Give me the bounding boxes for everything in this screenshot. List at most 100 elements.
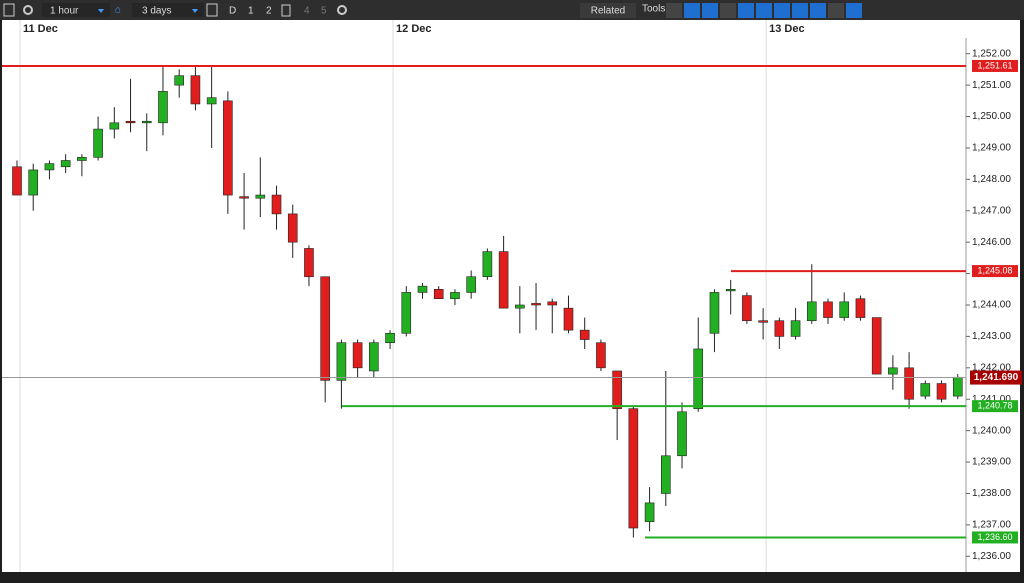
- level-label: 1,245.08: [977, 265, 1012, 275]
- candle-body: [482, 251, 493, 278]
- y-tick-label: 1,242.00: [972, 362, 1011, 373]
- candle-body: [158, 91, 168, 124]
- candle-body: [190, 75, 201, 105]
- interval-select[interactable]: [42, 3, 110, 17]
- candle-body: [385, 332, 395, 343]
- y-tick-label: 1,246.00: [972, 237, 1011, 248]
- calendar-icon[interactable]: [206, 3, 218, 17]
- level-label-box: [972, 400, 1018, 413]
- y-tick-label: 1,252.00: [972, 48, 1011, 59]
- settings-icon[interactable]: [23, 5, 33, 15]
- candle-body: [677, 411, 687, 457]
- toolbar-button[interactable]: 2: [266, 6, 272, 17]
- candle-body: [450, 292, 460, 300]
- toolbar-button[interactable]: D: [229, 6, 236, 17]
- tool-icon[interactable]: [774, 3, 790, 18]
- candle-body: [77, 157, 87, 161]
- candle-body: [660, 455, 671, 494]
- candle-body: [936, 383, 947, 400]
- settings-icon[interactable]: [337, 5, 347, 15]
- current-price-label: 1,241.690: [974, 372, 1019, 383]
- candle-body: [823, 301, 833, 318]
- candle-body: [693, 348, 704, 409]
- candle-body: [547, 301, 558, 306]
- range-select[interactable]: [132, 3, 204, 17]
- candle-body: [255, 194, 266, 199]
- candle-body: [433, 288, 444, 300]
- y-tick-label: 1,249.00: [972, 143, 1011, 154]
- dropdown-arrow: [192, 9, 198, 13]
- candle-body: [109, 122, 120, 130]
- y-tick-label: 1,248.00: [972, 174, 1011, 185]
- level-label: 1,251.61: [977, 60, 1012, 70]
- y-tick-label: 1,238.00: [972, 488, 1011, 499]
- dropdown-arrow: [98, 9, 104, 13]
- related-button[interactable]: [580, 3, 636, 18]
- menu-icon[interactable]: [3, 3, 15, 17]
- candle-body: [758, 320, 768, 323]
- candle-body: [709, 292, 720, 334]
- candle-body: [920, 383, 931, 397]
- candle-body: [579, 329, 590, 340]
- x-tick-label: 13 Dec: [769, 23, 804, 35]
- candle-body: [466, 276, 476, 293]
- y-tick-label: 1,241.00: [972, 394, 1011, 405]
- tool-icon[interactable]: [792, 3, 808, 18]
- candle-body: [223, 100, 233, 196]
- candle-body: [742, 295, 752, 322]
- lock-icon[interactable]: ⌂: [115, 5, 121, 16]
- tool-icon[interactable]: [828, 3, 844, 18]
- tool-icon[interactable]: [810, 3, 826, 18]
- tool-icon[interactable]: [738, 3, 754, 18]
- candle-body: [888, 367, 898, 375]
- candle-body: [774, 320, 785, 337]
- candle-body: [515, 304, 525, 309]
- y-tick-label: 1,243.00: [972, 331, 1011, 342]
- candle-body: [352, 342, 363, 369]
- tool-icon[interactable]: [702, 3, 718, 18]
- y-tick-label: 1,239.00: [972, 457, 1011, 468]
- candle-body: [239, 196, 249, 199]
- candle-body: [125, 120, 136, 124]
- candle-body: [320, 276, 330, 381]
- candle-body: [596, 342, 606, 369]
- candle-body: [174, 75, 184, 86]
- tool-icon[interactable]: [756, 3, 772, 18]
- y-tick-label: 1,251.00: [972, 80, 1011, 91]
- candle-body: [628, 408, 639, 529]
- candle-body: [806, 301, 817, 322]
- candle-body: [93, 128, 103, 158]
- tool-icon[interactable]: [846, 3, 862, 18]
- related-text: Related: [591, 6, 625, 17]
- candle-body: [725, 288, 736, 292]
- toolbar-icon[interactable]: [281, 4, 291, 17]
- range-text: 3 days: [142, 6, 171, 17]
- x-tick-label: 11 Dec: [23, 23, 58, 35]
- y-tick-label: 1,237.00: [972, 520, 1011, 531]
- candle-body: [12, 166, 22, 196]
- toolbar-button[interactable]: 1: [248, 6, 254, 17]
- y-tick-label: 1,244.00: [972, 300, 1011, 311]
- level-label: 1,240.78: [977, 401, 1012, 411]
- candle-body: [141, 120, 152, 124]
- candle-body: [904, 367, 914, 400]
- tool-icon[interactable]: [720, 3, 736, 18]
- candle-body: [790, 320, 801, 337]
- candle-body: [644, 502, 655, 523]
- y-tick-label: 1,240.00: [972, 425, 1011, 436]
- tool-icon[interactable]: [684, 3, 700, 18]
- toolbar-button[interactable]: 5: [321, 6, 327, 17]
- candle-body: [336, 342, 347, 381]
- y-tick-label: 1,250.00: [972, 111, 1011, 122]
- current-price-box: [970, 370, 1022, 385]
- level-label: 1,236.60: [977, 532, 1012, 542]
- level-label-box: [972, 59, 1018, 72]
- level-label-box: [972, 265, 1018, 278]
- candle-body: [44, 163, 55, 171]
- candle-body: [28, 169, 39, 196]
- toolbar-button[interactable]: 4: [304, 6, 310, 17]
- tool-icon[interactable]: [666, 3, 682, 18]
- tools-label: Tools: [642, 4, 665, 15]
- candle-body: [287, 213, 298, 243]
